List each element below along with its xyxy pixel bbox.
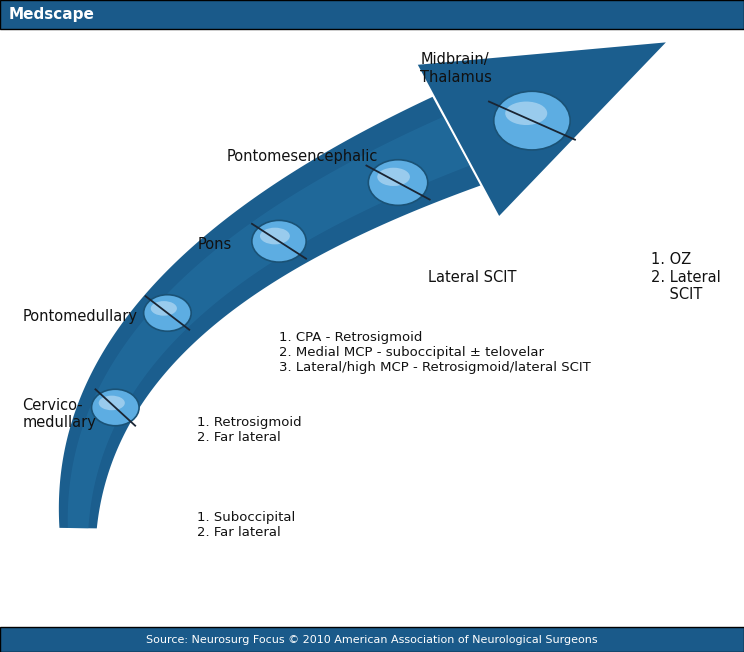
Ellipse shape [368, 160, 428, 205]
Text: Midbrain/
Thalamus: Midbrain/ Thalamus [420, 52, 493, 85]
Ellipse shape [99, 396, 125, 410]
Ellipse shape [251, 220, 307, 262]
Text: Pontomedullary: Pontomedullary [22, 308, 138, 324]
Text: 1. CPA - Retrosigmoid
2. Medial MCP - suboccipital ± telovelar
3. Lateral/high M: 1. CPA - Retrosigmoid 2. Medial MCP - su… [279, 331, 591, 374]
Polygon shape [418, 42, 666, 216]
Text: Pontomesencephalic: Pontomesencephalic [227, 149, 378, 164]
Text: Source: Neurosurg Focus © 2010 American Association of Neurological Surgeons: Source: Neurosurg Focus © 2010 American … [146, 634, 598, 645]
Ellipse shape [494, 91, 570, 150]
Text: 1. OZ
2. Lateral
    SCIT: 1. OZ 2. Lateral SCIT [651, 252, 721, 302]
Ellipse shape [151, 301, 177, 316]
FancyBboxPatch shape [0, 0, 744, 29]
Text: 1. Retrosigmoid
2. Far lateral: 1. Retrosigmoid 2. Far lateral [197, 417, 302, 444]
Text: Medscape: Medscape [9, 7, 94, 23]
Text: Cervico-
medullary: Cervico- medullary [22, 398, 96, 430]
Text: 1. Suboccipital
2. Far lateral: 1. Suboccipital 2. Far lateral [197, 511, 295, 539]
Text: Lateral SCIT: Lateral SCIT [428, 269, 516, 285]
FancyBboxPatch shape [0, 627, 744, 652]
Ellipse shape [377, 168, 410, 186]
Polygon shape [59, 97, 481, 528]
Ellipse shape [260, 228, 290, 244]
Polygon shape [68, 117, 469, 528]
Ellipse shape [144, 295, 191, 331]
Text: Pons: Pons [197, 237, 231, 252]
Ellipse shape [92, 389, 139, 426]
Ellipse shape [505, 102, 548, 125]
